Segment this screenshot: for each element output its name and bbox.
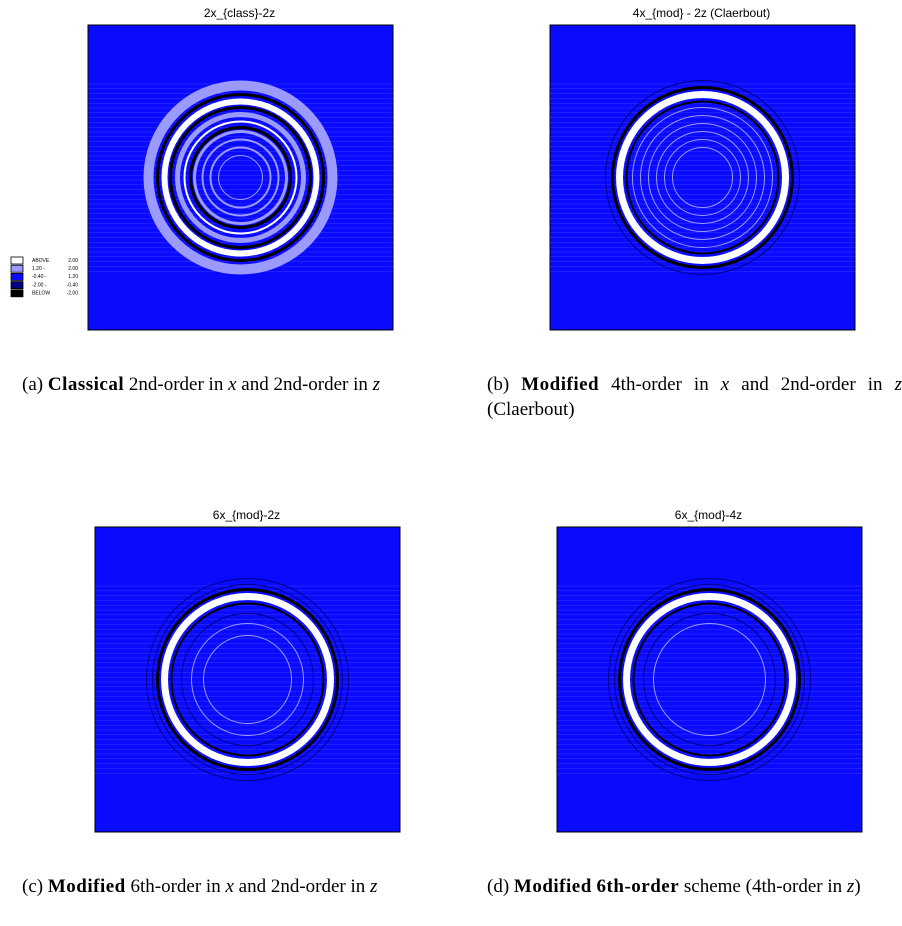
wavefront-ring xyxy=(643,613,776,746)
caption-part: and 2nd-order in xyxy=(241,374,368,395)
wavefront-ring xyxy=(191,623,304,736)
legend-value: -0.40 xyxy=(67,282,79,288)
wavefront-ring xyxy=(656,131,749,224)
wavefield-image xyxy=(549,24,856,331)
wavefront-ring xyxy=(218,155,263,200)
legend-swatch xyxy=(10,281,24,290)
legend-label: BELOW xyxy=(32,291,50,297)
wavefront-ring xyxy=(611,86,794,269)
legend-label: ABOVE xyxy=(32,258,50,264)
caption-part: and 2nd-order in xyxy=(741,374,883,395)
wavefront-ring xyxy=(146,578,349,781)
wavefield-image xyxy=(87,24,394,331)
wavefront-ring xyxy=(143,80,338,275)
wavefront-ring xyxy=(648,123,757,232)
legend-label: 1.20 - xyxy=(32,266,45,272)
caption-part: z xyxy=(372,374,381,395)
caption-part: (b) xyxy=(487,374,510,395)
caption-part: scheme (4th-order in xyxy=(683,876,843,897)
wavefront-ring xyxy=(605,80,800,275)
wavefront-ring xyxy=(161,593,334,766)
caption-part: (c) xyxy=(22,876,44,897)
wavefront-ring xyxy=(161,98,320,257)
caption-part: x xyxy=(720,374,730,395)
wavefront-ring xyxy=(616,91,789,264)
caption: (b) Modified 4th-order in x and 2nd-orde… xyxy=(487,372,902,422)
caption: (d) Modified 6th-order scheme (4th-order… xyxy=(487,874,902,899)
caption-part: z xyxy=(370,876,378,897)
caption-part: 2nd-order in xyxy=(128,374,224,395)
wavefield-image xyxy=(94,526,401,833)
caption-part: Modified xyxy=(521,374,600,395)
caption-part: (d) xyxy=(487,876,510,897)
caption-part: z xyxy=(894,374,902,395)
image-background xyxy=(556,526,863,833)
wavefront-ring xyxy=(169,106,312,249)
legend-swatch xyxy=(10,289,24,298)
wavefield-image xyxy=(556,526,863,833)
wavefront-ring xyxy=(632,602,787,757)
wavefront-ring xyxy=(183,120,298,235)
caption-part: (a) xyxy=(22,374,44,395)
legend-value: 2.00 xyxy=(68,266,78,272)
caption-part: z xyxy=(846,876,855,897)
wavefront-ring xyxy=(664,139,741,216)
wavefront-ring xyxy=(614,584,805,775)
caption: (c) Modified 6th-order in x and 2nd-orde… xyxy=(22,874,437,899)
wavefront-ring xyxy=(625,100,780,255)
wavefront-ring xyxy=(618,588,801,771)
wavefront-ring xyxy=(201,138,280,217)
caption: (a) Classical 2nd-order in x and 2nd-ord… xyxy=(22,372,437,397)
caption-part: ) xyxy=(854,876,861,897)
caption-part: and 2nd-order in xyxy=(238,876,366,897)
caption-part: (Claerbout) xyxy=(487,399,575,420)
panel-title: 6x_{mod}-4z xyxy=(674,508,743,522)
caption-part: Modified xyxy=(513,876,592,897)
panel-title: 4x_{mod} - 2z (Claerbout) xyxy=(632,6,771,20)
legend-label: -0.40 - xyxy=(32,274,47,280)
legend-value: 1.20 xyxy=(68,274,78,280)
legend-label: -2.00 - xyxy=(32,282,47,288)
wavefront-ring xyxy=(189,126,292,229)
wavefront-ring xyxy=(209,146,272,209)
wavefront-ring xyxy=(156,588,339,771)
image-background xyxy=(87,24,394,331)
wavefront-ring xyxy=(653,623,766,736)
panel-title: 6x_{mod}-2z xyxy=(212,508,281,522)
wavefront-ring xyxy=(632,107,773,248)
caption-part: 6th-order xyxy=(596,876,680,897)
wavefront-ring xyxy=(672,147,733,208)
caption-part: x xyxy=(228,374,237,395)
wavefront-ring xyxy=(203,635,292,724)
wavefront-ring xyxy=(623,593,796,766)
caption-part: Classical xyxy=(47,374,125,395)
caption-part: x xyxy=(225,876,234,897)
wavefront-ring xyxy=(170,602,325,757)
wavefront-ring xyxy=(640,115,765,240)
legend-swatch xyxy=(10,256,24,265)
wavefront-ring xyxy=(608,578,811,781)
legend-value: 2.00 xyxy=(68,258,78,264)
legend: ABOVE 2.00 1.20 - 2.00 -0.40 - 1.20 -2.00 - -0.… xyxy=(10,256,79,298)
legend-swatch xyxy=(10,264,24,273)
image-background xyxy=(549,24,856,331)
wavefront-ring xyxy=(156,93,325,262)
legend-swatch xyxy=(10,272,24,281)
wavefront-ring xyxy=(193,130,288,225)
wavefront-ring xyxy=(181,613,314,746)
caption-part: 6th-order in xyxy=(130,876,221,897)
caption-part: Modified xyxy=(47,876,126,897)
wavefront-ring xyxy=(152,584,343,775)
caption-part: 4th-order in xyxy=(611,374,709,395)
panel-title: 2x_{class}-2z xyxy=(203,6,276,20)
image-background xyxy=(94,526,401,833)
wavefront-ring xyxy=(175,112,306,243)
legend-value: -2.00 xyxy=(67,291,79,297)
